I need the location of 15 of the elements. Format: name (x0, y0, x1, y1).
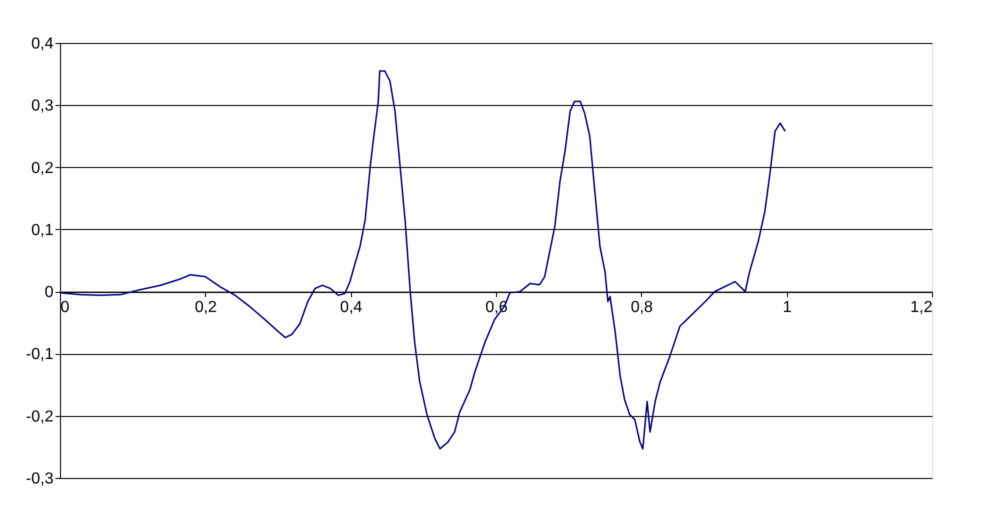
y-tick-label: 0,4 (31, 36, 54, 52)
y-tick-label: -0,2 (26, 408, 54, 426)
x-tick-label: 0 (60, 299, 70, 316)
x-tick-label: 0,4 (340, 299, 362, 316)
x-tick-label: 1,2 (910, 299, 933, 316)
y-tick-label: 0,1 (31, 222, 54, 239)
y-tick-label: 0,3 (31, 98, 54, 115)
y-tick-label: 0 (44, 284, 54, 302)
x-tick-label: 1 (782, 299, 792, 316)
x-tick-label: 0,8 (630, 299, 654, 316)
y-tick-label: -0,1 (26, 346, 54, 364)
line-series (59, 70, 786, 450)
y-tick-label: 0,2 (31, 160, 54, 177)
y-tick-label: -0,3 (26, 470, 54, 488)
x-tick-label: 0,2 (194, 299, 218, 316)
